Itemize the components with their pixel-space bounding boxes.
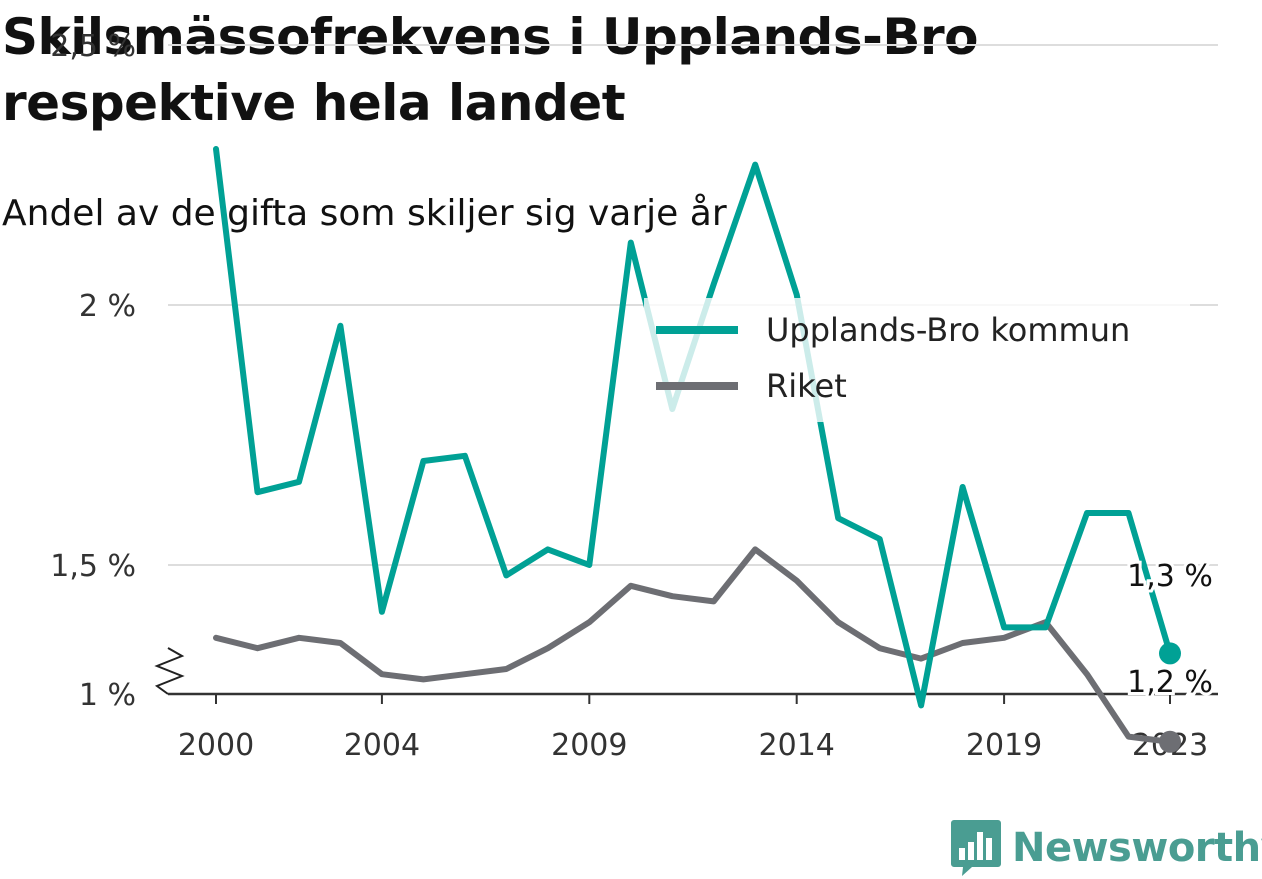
brand-logo: Newsworthy: [950, 818, 1262, 878]
end-point: [1159, 642, 1181, 665]
legend-label: Riket: [766, 367, 847, 405]
x-tick-label: 2000: [178, 728, 254, 763]
chart-title: Skilsmässofrekvens i Upplands-Bro respek…: [2, 8, 978, 132]
y-axis: 1 % 1,5 % 2 % 2,5 %: [50, 29, 185, 713]
bar-chart-badge-icon: [951, 820, 1001, 876]
x-tick-label: 2004: [344, 728, 420, 763]
end-point: [1159, 730, 1181, 753]
y-tick-label: 2 %: [79, 289, 136, 324]
legend: Upplands-Bro kommun Riket: [644, 298, 1190, 422]
end-value-label: 1,3 %: [1127, 559, 1213, 594]
y-tick-label: 1 %: [79, 678, 136, 713]
x-tick-label: 2014: [759, 728, 835, 763]
end-labels: 1,3 % 1,2 %: [1124, 556, 1216, 703]
x-tick-label: 2019: [966, 728, 1042, 763]
series-lines: [213, 146, 1181, 753]
legend-background: [644, 298, 1190, 422]
y-tick-label: 1,5 %: [50, 549, 136, 584]
x-axis: 200020042009201420192023: [168, 692, 1218, 763]
chart-subtitle: Andel av de gifta som skiljer sig varje …: [2, 193, 727, 234]
series-line-riket: [213, 546, 1173, 745]
y-tick-label: 2,5 %: [50, 29, 136, 64]
series-line-upplands-bro-kommun: [213, 146, 1173, 709]
x-tick-label: 2009: [551, 728, 627, 763]
brand-name: Newsworthy: [1012, 825, 1262, 871]
axis-break-mark: [154, 647, 185, 695]
end-value-label: 1,2 %: [1127, 665, 1213, 700]
legend-label: Upplands-Bro kommun: [766, 311, 1130, 349]
